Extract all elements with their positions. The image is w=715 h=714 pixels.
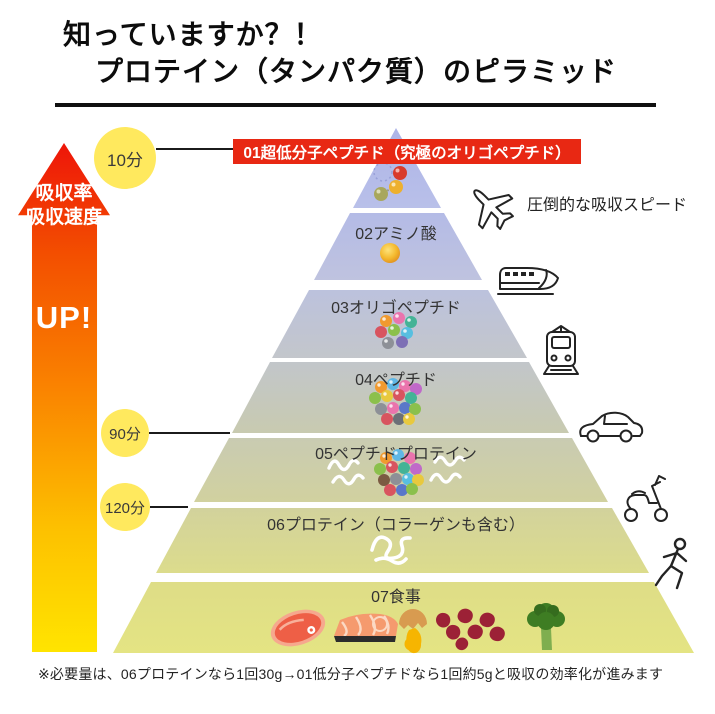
time-marker-10min: 10分 xyxy=(94,127,156,189)
footnote: ※必要量は、06プロテインなら1回30g→01低分子ペプチドなら1回約5gと吸収… xyxy=(38,666,664,682)
airplane-icon xyxy=(473,189,514,230)
molecule-cluster-04-icon xyxy=(369,378,422,425)
beans-icon xyxy=(436,608,505,651)
car-icon xyxy=(579,411,644,443)
runner-icon xyxy=(654,537,688,590)
level-06-label: 06プロテイン（コラーゲンも含む） xyxy=(267,517,525,534)
level-02-label: 02アミノ酸 xyxy=(355,226,437,243)
food-icons-row xyxy=(270,603,565,654)
molecule-cluster-03-icon xyxy=(375,312,417,349)
protein-squiggle-icon xyxy=(370,535,412,565)
broccoli-icon xyxy=(527,603,565,650)
level-05-label: 05ペプチドプロテイン xyxy=(315,446,477,463)
protein-squiggle-right-icon xyxy=(429,455,466,484)
steak-icon xyxy=(270,609,326,647)
title-divider xyxy=(55,103,656,107)
time-marker-90min: 90分 xyxy=(101,409,149,457)
connector-line-10min xyxy=(156,148,233,150)
level-01-highlight-banner: 01超低分子ペプチド（究極のオリゴペプチド） xyxy=(233,139,581,164)
molecule-cluster-01-icon xyxy=(373,162,407,201)
page-title-line2: プロテイン（タンパク質）のピラミッド xyxy=(95,56,618,87)
level-03-label: 03オリゴペプチド xyxy=(331,300,461,317)
absorption-metric-label: 吸収率 吸収速度 xyxy=(10,182,118,230)
up-label: UP! xyxy=(35,300,93,335)
train-icon xyxy=(543,325,579,375)
level-04-label: 04ペプチド xyxy=(355,372,437,389)
connector-line-90min xyxy=(149,432,230,434)
time-marker-120min: 120分 xyxy=(100,483,150,531)
page-title: 知っていますか？！ プロテイン（タンパク質）のピラミッド xyxy=(63,16,617,90)
scooter-icon xyxy=(624,475,668,522)
molecule-cluster-05-icon xyxy=(327,449,466,496)
absorption-up-arrow xyxy=(18,143,110,652)
absorption-rate-label: 吸収率 xyxy=(35,183,93,204)
protein-squiggle-left-icon xyxy=(327,458,365,486)
level-07-label: 07食事 xyxy=(371,589,421,606)
bullet-train-icon xyxy=(497,267,559,295)
connector-line-120min xyxy=(150,506,188,508)
egg-icon xyxy=(399,609,427,654)
airplane-caption: 圧倒的な吸収スピード xyxy=(527,197,688,214)
salmon-icon xyxy=(334,613,398,642)
molecule-amino-acid-icon xyxy=(380,243,400,263)
page-title-line1: 知っていますか？！ xyxy=(63,19,323,50)
absorption-speed-label: 吸収速度 xyxy=(25,207,102,228)
